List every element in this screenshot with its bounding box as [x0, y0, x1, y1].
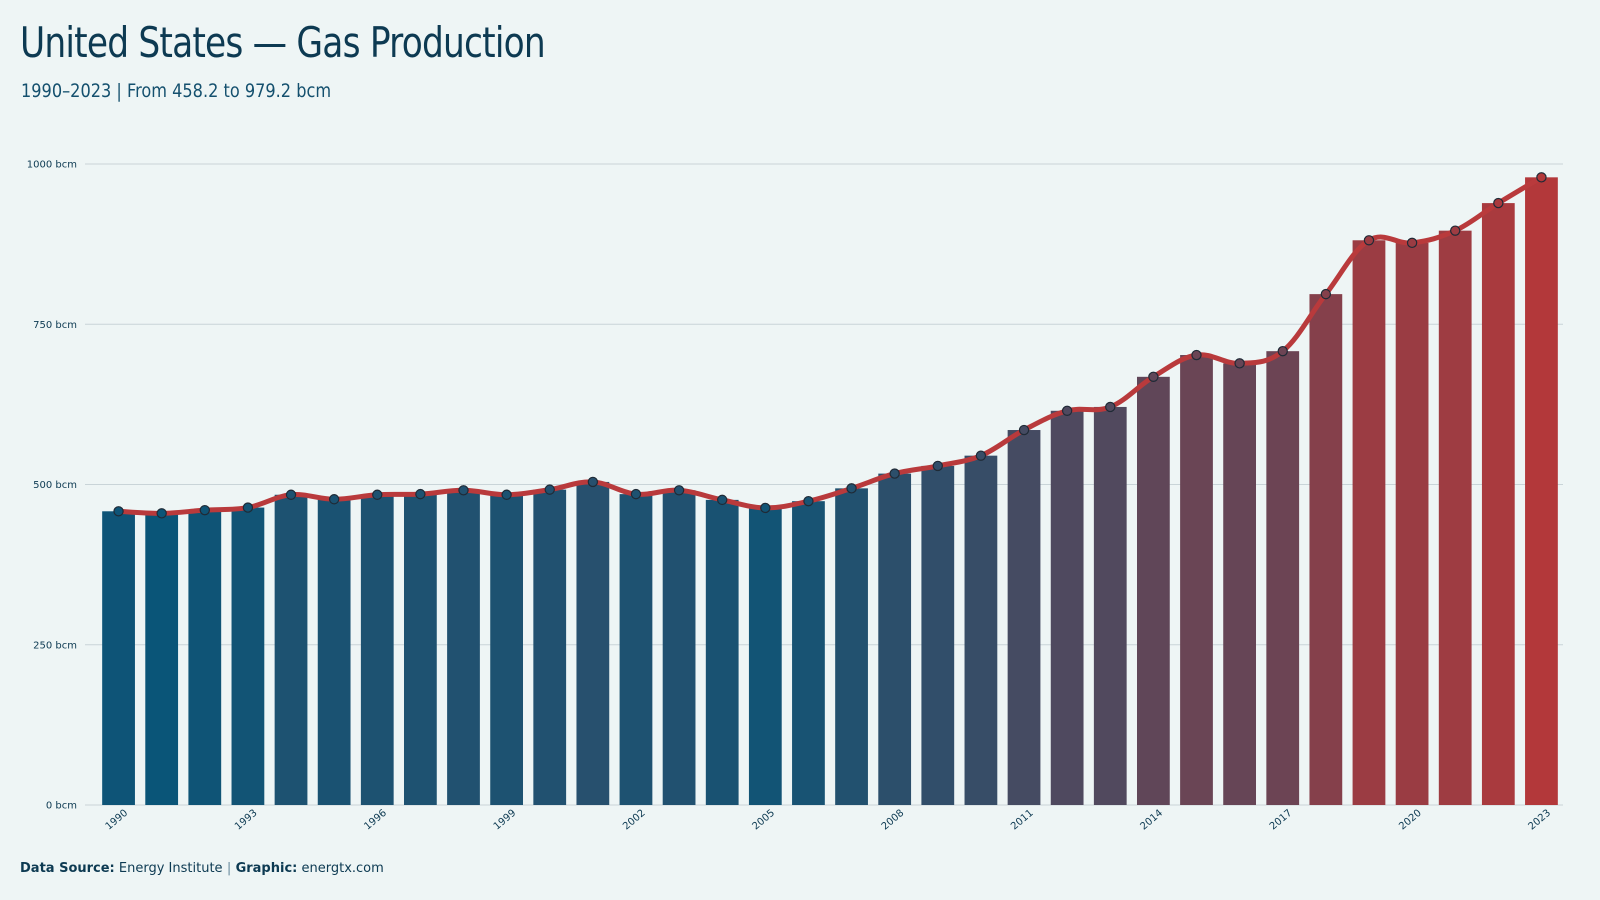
point-2001	[587, 476, 599, 488]
x-tick-label: 1996	[362, 808, 389, 833]
point-1994	[285, 489, 297, 500]
chart-title: United States — Gas Production	[20, 18, 546, 67]
point-1997	[415, 488, 426, 500]
point-1990	[113, 506, 124, 517]
x-tick-label: 1993	[233, 808, 260, 833]
point-1992	[199, 504, 210, 516]
x-tick-label: 1999	[492, 808, 519, 833]
x-tick-label: 2023	[1527, 808, 1554, 833]
bar-2010	[964, 455, 998, 805]
bar-2015	[1180, 355, 1213, 805]
bar-2005	[748, 507, 782, 805]
bar-2021	[1438, 230, 1472, 805]
point-1996	[372, 489, 383, 500]
point-2023	[1536, 172, 1547, 183]
bar-2004	[705, 499, 739, 805]
bar-2022	[1481, 203, 1515, 805]
chart-subtitle: 1990–2023 | From 458.2 to 979.2 bcm	[21, 80, 332, 102]
x-tick-label: 2017	[1268, 808, 1295, 833]
bars	[102, 177, 1558, 806]
bar-2007	[835, 488, 868, 805]
bar-2019	[1352, 240, 1386, 806]
bar-1995	[317, 499, 351, 805]
bar-2000	[533, 489, 567, 805]
bar-1994	[274, 494, 308, 805]
bar-2006	[792, 501, 825, 805]
x-tick-label: 2002	[621, 808, 648, 833]
point-1998	[458, 485, 469, 496]
bar-2009	[921, 465, 955, 805]
point-2018	[1320, 288, 1332, 300]
point-2016	[1234, 358, 1245, 369]
bar-1997	[403, 494, 437, 805]
point-1995	[328, 494, 340, 505]
x-axis: 1990 1993 1996 1999 2002 2005 2008 2011 2014 2017…	[104, 808, 1553, 833]
bar-1999	[490, 494, 524, 805]
trend-line	[116, 174, 1544, 516]
source-label: Data Source:	[20, 861, 115, 876]
y-tick-label: 750 bcm	[33, 320, 77, 331]
bar-1990	[102, 511, 135, 805]
bar-1991	[145, 513, 179, 805]
x-tick-label: 2014	[1138, 808, 1165, 833]
y-tick-label: 500 bcm	[33, 480, 77, 491]
bar-2017	[1266, 351, 1300, 805]
bar-2020	[1395, 242, 1429, 805]
bar-2011	[1007, 430, 1041, 805]
x-tick-label: 2020	[1397, 808, 1424, 833]
bar-2002	[619, 494, 653, 805]
bar-2023	[1525, 177, 1558, 806]
bar-2012	[1050, 410, 1084, 805]
graphic-value: energtx.com	[301, 861, 384, 876]
point-2013	[1105, 401, 1116, 413]
points	[113, 172, 1547, 519]
point-2021	[1450, 225, 1461, 236]
point-2011	[1018, 424, 1030, 436]
x-tick-label: 2008	[880, 808, 907, 833]
point-2008	[889, 468, 900, 479]
y-tick-label: 250 bcm	[33, 640, 77, 651]
x-tick-label: 2011	[1009, 808, 1036, 833]
point-1991	[156, 508, 167, 519]
x-tick-label: 2005	[750, 808, 777, 833]
point-1999	[501, 489, 512, 500]
point-2007	[846, 483, 857, 494]
point-2009	[932, 460, 943, 472]
point-2017	[1277, 345, 1288, 357]
point-2003	[673, 485, 685, 496]
bar-1996	[360, 494, 394, 805]
bar-2013	[1093, 406, 1127, 805]
bar-2018	[1309, 294, 1343, 805]
point-2014	[1148, 371, 1159, 383]
bar-1992	[188, 510, 222, 805]
point-2006	[803, 495, 814, 507]
bar-2003	[662, 490, 696, 805]
point-2004	[717, 494, 728, 506]
footer-separator: |	[226, 861, 232, 876]
graphic-label: Graphic:	[235, 861, 298, 876]
point-2022	[1493, 197, 1504, 209]
point-1993	[242, 502, 254, 513]
bar-2014	[1136, 376, 1170, 805]
point-2015	[1191, 349, 1202, 361]
point-2000	[544, 484, 555, 495]
bar-2008	[878, 473, 912, 805]
point-2002	[630, 488, 642, 500]
point-2020	[1406, 237, 1418, 249]
point-2012	[1061, 405, 1073, 416]
bar-1998	[447, 490, 480, 805]
bar-2016	[1223, 363, 1257, 805]
x-tick-label: 1990	[104, 808, 131, 833]
bar-1993	[231, 507, 265, 805]
point-2005	[760, 502, 771, 514]
point-2019	[1363, 235, 1375, 246]
bar-2001	[576, 481, 610, 805]
point-2010	[975, 450, 987, 461]
y-tick-label: 1000 bcm	[27, 160, 77, 171]
y-tick-label: 0 bcm	[46, 801, 77, 812]
footer: Data Source: Energy Institute | Graphic:…	[20, 861, 384, 876]
source-value: Energy Institute	[118, 861, 223, 876]
